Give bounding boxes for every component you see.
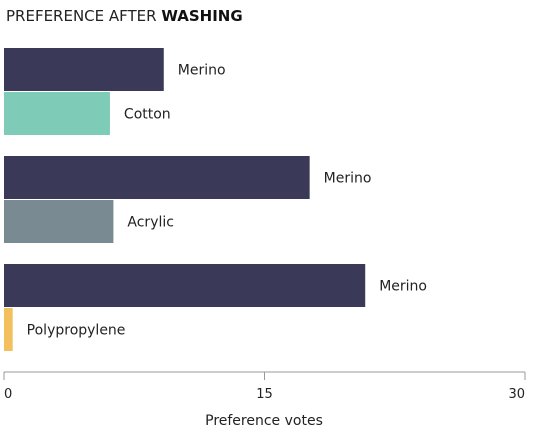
bar-label-cotton-group-1: Cotton — [124, 107, 171, 123]
bars-layer: Merino Cotton Merino Acrylic Merino Polypropy… — [4, 48, 427, 351]
bar-merino-group-2 — [4, 156, 310, 199]
chart-title-emphasis: WASHING — [161, 7, 242, 25]
chart-title: PREFERENCE AFTER WASHING — [6, 7, 243, 25]
bar-label-merino-group-2: Merino — [324, 171, 372, 187]
bar-polypropylene-group-3 — [4, 308, 13, 351]
x-tick-label-15: 15 — [256, 387, 273, 402]
bar-acrylic-group-2 — [4, 200, 114, 243]
bar-label-merino-group-3: Merino — [379, 279, 427, 295]
x-tick-label-30: 30 — [508, 387, 525, 402]
x-axis: 0 15 30 — [3, 371, 526, 402]
bar-label-merino-group-1: Merino — [178, 63, 226, 79]
bar-merino-group-3 — [4, 264, 366, 307]
x-axis-title: Preference votes — [205, 413, 323, 429]
bar-cotton-group-1 — [4, 92, 110, 135]
bar-label-acrylic-group-2: Acrylic — [127, 215, 174, 231]
bar-merino-group-1 — [4, 48, 164, 91]
x-tick-label-0: 0 — [4, 387, 12, 402]
chart-title-prefix: PREFERENCE AFTER — [6, 7, 161, 25]
bar-label-polypropylene-group-3: Polypropylene — [27, 323, 126, 339]
